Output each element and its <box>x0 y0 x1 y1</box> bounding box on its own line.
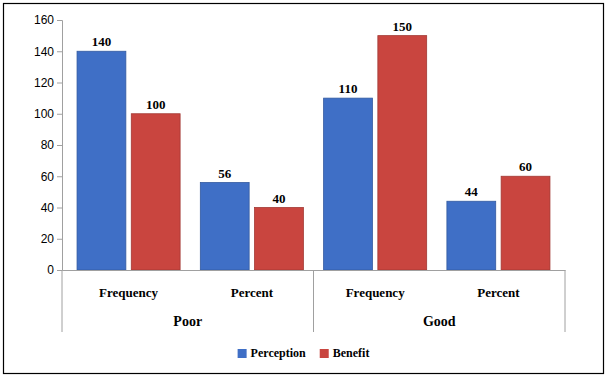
y-tick-mark <box>57 83 62 84</box>
y-tick: 20 <box>41 232 62 246</box>
group-separator <box>313 270 314 332</box>
y-tick: 100 <box>34 107 62 121</box>
y-tick-label: 140 <box>34 45 54 59</box>
series <box>77 51 496 270</box>
bar <box>378 36 427 270</box>
y-axis: 0 20 40 60 80 100 120 140 160 <box>34 13 63 277</box>
data-labels: 140 56 110 44 100 40 150 60 <box>92 19 532 206</box>
y-tick-mark <box>57 114 62 115</box>
legend-item: Benefit <box>320 346 370 360</box>
group-separator <box>565 270 566 332</box>
y-tick-label: 20 <box>41 232 55 246</box>
chart: 0 20 40 60 80 100 120 140 160 140 56 110 44 100 40 150 6… <box>0 0 607 377</box>
y-tick-mark <box>57 176 62 177</box>
x-tick: Frequency <box>346 270 405 300</box>
group-label: Good <box>423 314 456 329</box>
data-label: 40 <box>272 191 285 206</box>
y-tick: 40 <box>41 201 62 215</box>
y-tick-label: 100 <box>34 107 54 121</box>
legend-swatch <box>320 349 329 358</box>
group-separator <box>62 270 63 332</box>
y-tick-label: 40 <box>41 201 55 215</box>
legend-label: Benefit <box>333 346 370 360</box>
category-groups: Poor Good <box>62 270 565 332</box>
bars <box>77 36 550 270</box>
y-tick-mark <box>57 270 62 271</box>
bar <box>501 176 550 270</box>
bar <box>255 208 304 271</box>
series <box>131 36 550 270</box>
data-label: 44 <box>465 184 479 199</box>
bar <box>447 201 496 270</box>
y-tick-label: 160 <box>34 13 54 27</box>
y-tick-mark <box>57 20 62 21</box>
y-tick-label: 60 <box>41 170 55 184</box>
group-label: Poor <box>173 314 202 329</box>
y-tick-label: 0 <box>47 263 54 277</box>
y-tick: 0 <box>47 263 62 277</box>
plot: 0 20 40 60 80 100 120 140 160 140 56 110 44 100 40 150 6… <box>34 13 566 332</box>
y-tick-label: 80 <box>41 138 55 152</box>
legend-swatch <box>238 349 247 358</box>
x-tick-label: Frequency <box>346 285 405 300</box>
y-tick-mark <box>57 208 62 209</box>
data-label: 110 <box>339 81 358 96</box>
bar <box>200 183 249 271</box>
x-tick-label: Frequency <box>99 285 158 300</box>
frame <box>4 4 604 374</box>
y-tick: 160 <box>34 13 62 27</box>
y-axis-line <box>57 21 63 271</box>
y-tick-mark <box>57 239 62 240</box>
y-tick-mark <box>57 145 62 146</box>
y-tick: 60 <box>41 170 62 184</box>
data-label: 60 <box>519 159 532 174</box>
data-label: 56 <box>218 166 232 181</box>
x-tick-label: Percent <box>231 285 274 300</box>
bar <box>131 114 180 270</box>
legend-item: Perception <box>238 346 306 360</box>
y-tick: 120 <box>34 76 62 90</box>
x-tick: Frequency <box>99 270 158 300</box>
data-label: 100 <box>146 97 166 112</box>
y-tick: 140 <box>34 45 62 59</box>
legend-label: Perception <box>251 346 306 360</box>
y-tick-label: 120 <box>34 76 54 90</box>
bar <box>77 51 126 270</box>
data-label: 150 <box>393 19 413 34</box>
legend: Perception Benefit <box>238 346 370 360</box>
x-tick: Percent <box>477 270 520 300</box>
bar <box>324 98 373 270</box>
y-tick: 80 <box>41 138 62 152</box>
x-tick-label: Percent <box>477 285 520 300</box>
x-tick: Percent <box>231 270 274 300</box>
y-tick-mark <box>57 51 62 52</box>
data-label: 140 <box>92 34 112 49</box>
